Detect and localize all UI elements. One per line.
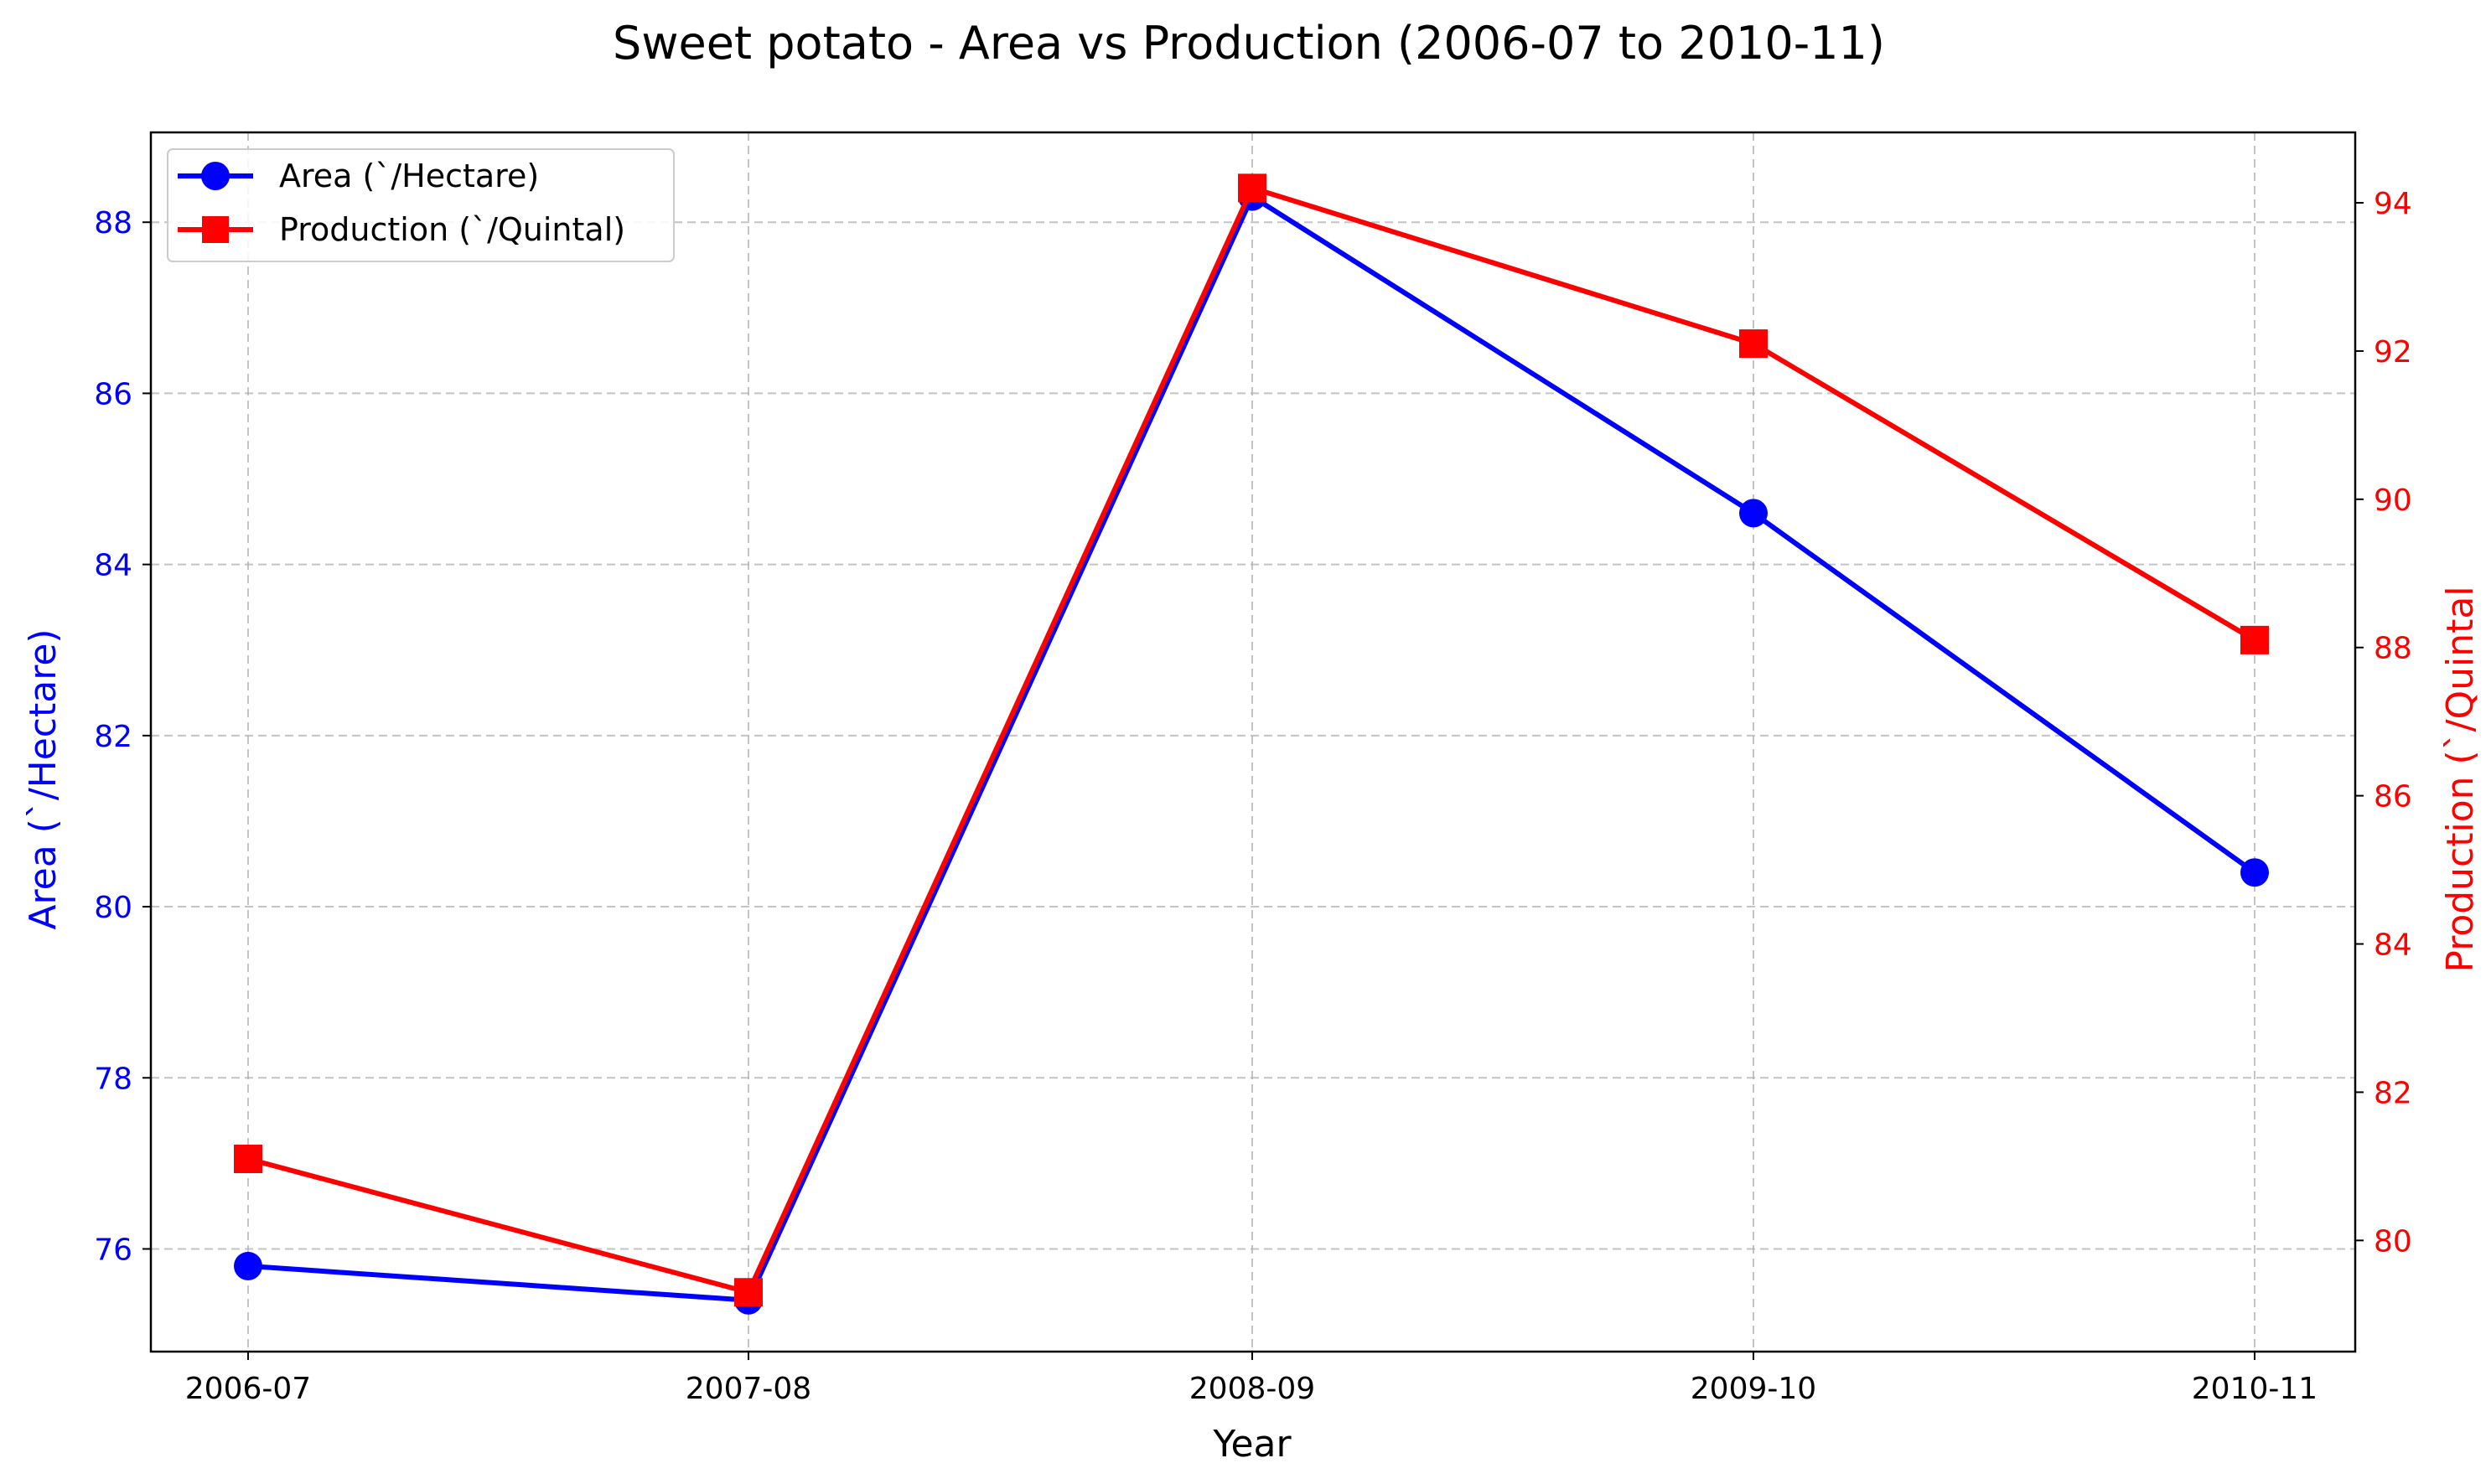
legend-production-label: Production (`/Quintal) [279, 211, 625, 248]
production-point [734, 1278, 763, 1307]
left-tick-label: 86 [94, 377, 132, 411]
legend: Area (`/Hectare) Production (`/Quintal) [167, 148, 675, 262]
left-axis-label: Area (`/Hectare) [22, 628, 65, 929]
right-tick-label: 88 [2374, 632, 2412, 666]
area-point [1739, 499, 1768, 528]
x-tick-label: 2010-11 [2192, 1372, 2318, 1406]
left-tick-label: 82 [94, 720, 132, 754]
right-tick-label: 92 [2374, 335, 2412, 370]
production-point [2240, 625, 2269, 654]
right-tick-label: 82 [2374, 1076, 2412, 1110]
x-tick-label: 2009-10 [1691, 1372, 1816, 1406]
left-tick-label: 78 [94, 1062, 132, 1096]
left-tick-label: 84 [94, 549, 132, 583]
x-tick-label: 2008-09 [1189, 1372, 1315, 1406]
x-tick-label: 2006-07 [185, 1372, 311, 1406]
axes: 2006-07 2007-08 2008-09 2009-10 2010-11 76 78 8… [94, 131, 2412, 1406]
chart-title: Sweet potato - Area vs Production (2006-… [613, 17, 1885, 70]
x-tick-label: 2007-08 [686, 1372, 811, 1406]
series [234, 173, 2269, 1315]
left-tick-label: 80 [94, 891, 132, 925]
right-tick-label: 90 [2374, 483, 2412, 518]
legend-production-marker [202, 216, 229, 243]
plot-frame [149, 131, 2357, 1353]
right-tick-label: 80 [2374, 1224, 2412, 1259]
production-point [1238, 173, 1266, 203]
right-tick-label: 84 [2374, 928, 2412, 963]
legend-area-label: Area (`/Hectare) [279, 158, 539, 194]
right-axis-label: Production (`/Quintal [2439, 586, 2482, 972]
legend-area-marker [201, 162, 230, 190]
production-point [1739, 329, 1768, 359]
area-point [2240, 858, 2269, 887]
production-point [234, 1145, 262, 1174]
legend-box [167, 148, 675, 262]
right-tick-label: 86 [2374, 780, 2412, 814]
left-tick-label: 88 [94, 206, 132, 240]
left-tick-label: 76 [94, 1233, 132, 1267]
area-point [234, 1251, 262, 1280]
right-tick-label: 94 [2374, 187, 2412, 221]
x-axis-label: Year [1212, 1423, 1292, 1466]
